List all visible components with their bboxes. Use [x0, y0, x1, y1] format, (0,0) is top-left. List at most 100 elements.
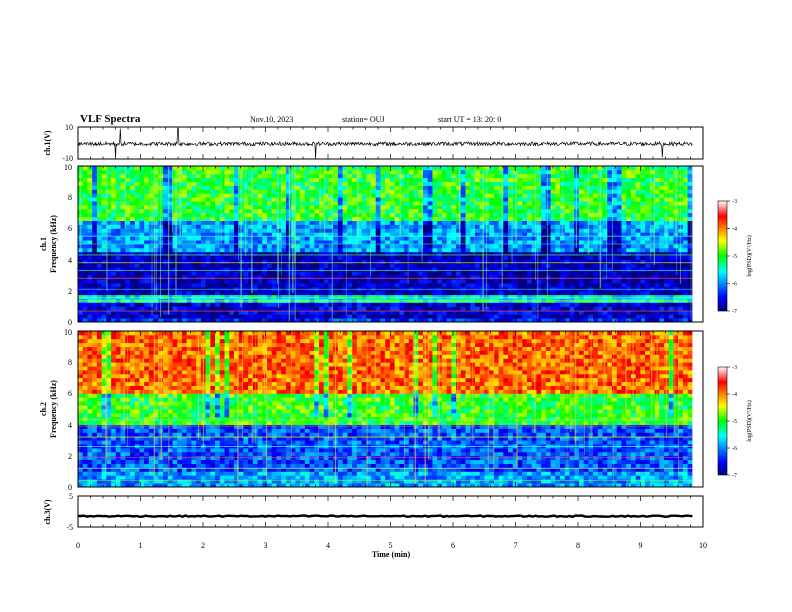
- spectrogram-cell: [456, 173, 462, 179]
- spectrogram-cell: [465, 267, 471, 272]
- spectrogram-cell: [560, 306, 566, 311]
- spectrogram-cell: [163, 193, 169, 198]
- spectrogram-cell: [361, 244, 367, 249]
- spectrogram-cell: [92, 306, 98, 311]
- spectrogram-cell: [479, 310, 485, 315]
- spectrogram-cell: [493, 240, 500, 245]
- spectrogram-cell: [139, 306, 145, 311]
- spectrogram-cell: [181, 166, 188, 171]
- spectrogram-cell: [654, 220, 660, 225]
- spectrogram-cell: [148, 267, 155, 272]
- spectrogram-cell: [545, 259, 551, 264]
- spectrogram-cell: [522, 275, 528, 280]
- spectrogram-cell: [285, 166, 292, 171]
- spectrogram-cell: [385, 290, 391, 296]
- spectrogram-cell: [649, 173, 655, 179]
- spectrogram-cell: [347, 169, 353, 175]
- spectrogram-cell: [262, 275, 268, 280]
- spectrogram-cell: [215, 166, 221, 171]
- spectrogram-cell: [375, 205, 381, 210]
- spectrogram-cell: [451, 173, 457, 179]
- spectrogram-cell: [536, 294, 542, 299]
- spectrogram-cell: [654, 310, 660, 315]
- spectrogram-cell: [564, 208, 570, 214]
- spectrogram-cell: [96, 247, 103, 253]
- spectrogram-cell: [630, 228, 637, 233]
- spectrogram-cell: [352, 201, 358, 206]
- spectrogram-cell: [602, 169, 608, 175]
- spectrogram-cell: [285, 205, 292, 210]
- spectrogram-cell: [465, 193, 471, 198]
- spectrogram-cell: [489, 181, 495, 186]
- spectrogram-cell: [413, 279, 419, 284]
- spectrogram-cell: [101, 263, 107, 268]
- spectrogram-cell: [281, 236, 287, 241]
- date-label: Nov.10, 2023: [250, 115, 293, 124]
- spectrogram-cell: [337, 240, 344, 245]
- spectrogram-cell: [129, 169, 136, 175]
- spectrogram-cell: [115, 314, 121, 319]
- spectrogram-cell: [96, 232, 103, 237]
- spectrogram-cell: [196, 271, 202, 276]
- spectrogram-cell: [432, 220, 438, 225]
- spectrogram-cell: [607, 169, 613, 175]
- spectrogram-cell: [626, 193, 632, 198]
- spectrogram-cell: [82, 216, 88, 221]
- spectrogram-cell: [87, 318, 93, 323]
- spectrogram-cell: [120, 228, 126, 233]
- spectrogram-cell: [337, 181, 344, 186]
- spectrogram-cell: [517, 310, 523, 315]
- spectrogram-cell: [541, 189, 547, 194]
- spectrogram-cell: [257, 177, 263, 182]
- spectrogram-cell: [616, 193, 622, 198]
- spectrogram-cell: [626, 314, 632, 319]
- spectrogram-cell: [451, 228, 457, 233]
- spectrogram-cell: [191, 290, 197, 296]
- spectrogram-cell: [186, 263, 192, 268]
- spectrogram-cell: [649, 236, 655, 241]
- spectrogram-cell: [583, 201, 589, 206]
- spectrogram-cell: [191, 271, 197, 276]
- spectrogram-cell: [564, 236, 570, 241]
- spectrogram-cell: [200, 212, 207, 218]
- spectrogram-cell: [215, 185, 221, 190]
- spectrogram-cell: [470, 201, 476, 206]
- spectrogram-cell: [408, 201, 414, 206]
- spectrogram-cell: [536, 247, 542, 253]
- spectrogram-cell: [371, 255, 377, 260]
- spectrogram-cell: [451, 216, 457, 221]
- spectrogram-cell: [498, 189, 504, 194]
- spectrogram-cell: [526, 247, 533, 253]
- spectrogram-cell: [645, 267, 651, 272]
- spectrogram-cell: [645, 306, 651, 311]
- spectrogram-cell: [578, 216, 585, 221]
- spectrogram-cell: [456, 181, 462, 186]
- spectrogram-cell: [361, 267, 367, 272]
- spectrogram-cell: [522, 189, 528, 194]
- spectrogram-cell: [460, 279, 466, 284]
- spectrogram-cell: [134, 259, 140, 264]
- spectrogram-cell: [323, 236, 329, 241]
- spectrogram-cell: [361, 228, 367, 233]
- spectrogram-cell: [262, 244, 268, 249]
- spectrogram-cell: [205, 244, 211, 249]
- spectrogram-cell: [659, 294, 665, 299]
- spectrogram-cell: [508, 236, 514, 241]
- spectrogram-cell: [148, 244, 155, 249]
- spectrogram-cell: [451, 247, 457, 253]
- spectrogram-cell: [380, 189, 386, 194]
- spectrogram-cell: [607, 181, 613, 186]
- spectrogram-cell: [626, 236, 632, 241]
- spectrogram-cell: [399, 240, 405, 245]
- spectrogram-cell: [541, 166, 547, 171]
- spectrogram-cell: [352, 318, 358, 323]
- spectrogram-cell: [196, 251, 202, 257]
- spectrogram-cell: [654, 177, 660, 182]
- spectrogram-cell: [134, 236, 140, 241]
- spectrogram-cell: [219, 212, 225, 218]
- spectrogram-cell: [200, 240, 207, 245]
- spectrogram-cell: [323, 228, 329, 233]
- spectrogram-cell: [347, 279, 353, 284]
- spectrogram-cell: [385, 189, 391, 194]
- spectrogram-cell: [172, 201, 178, 206]
